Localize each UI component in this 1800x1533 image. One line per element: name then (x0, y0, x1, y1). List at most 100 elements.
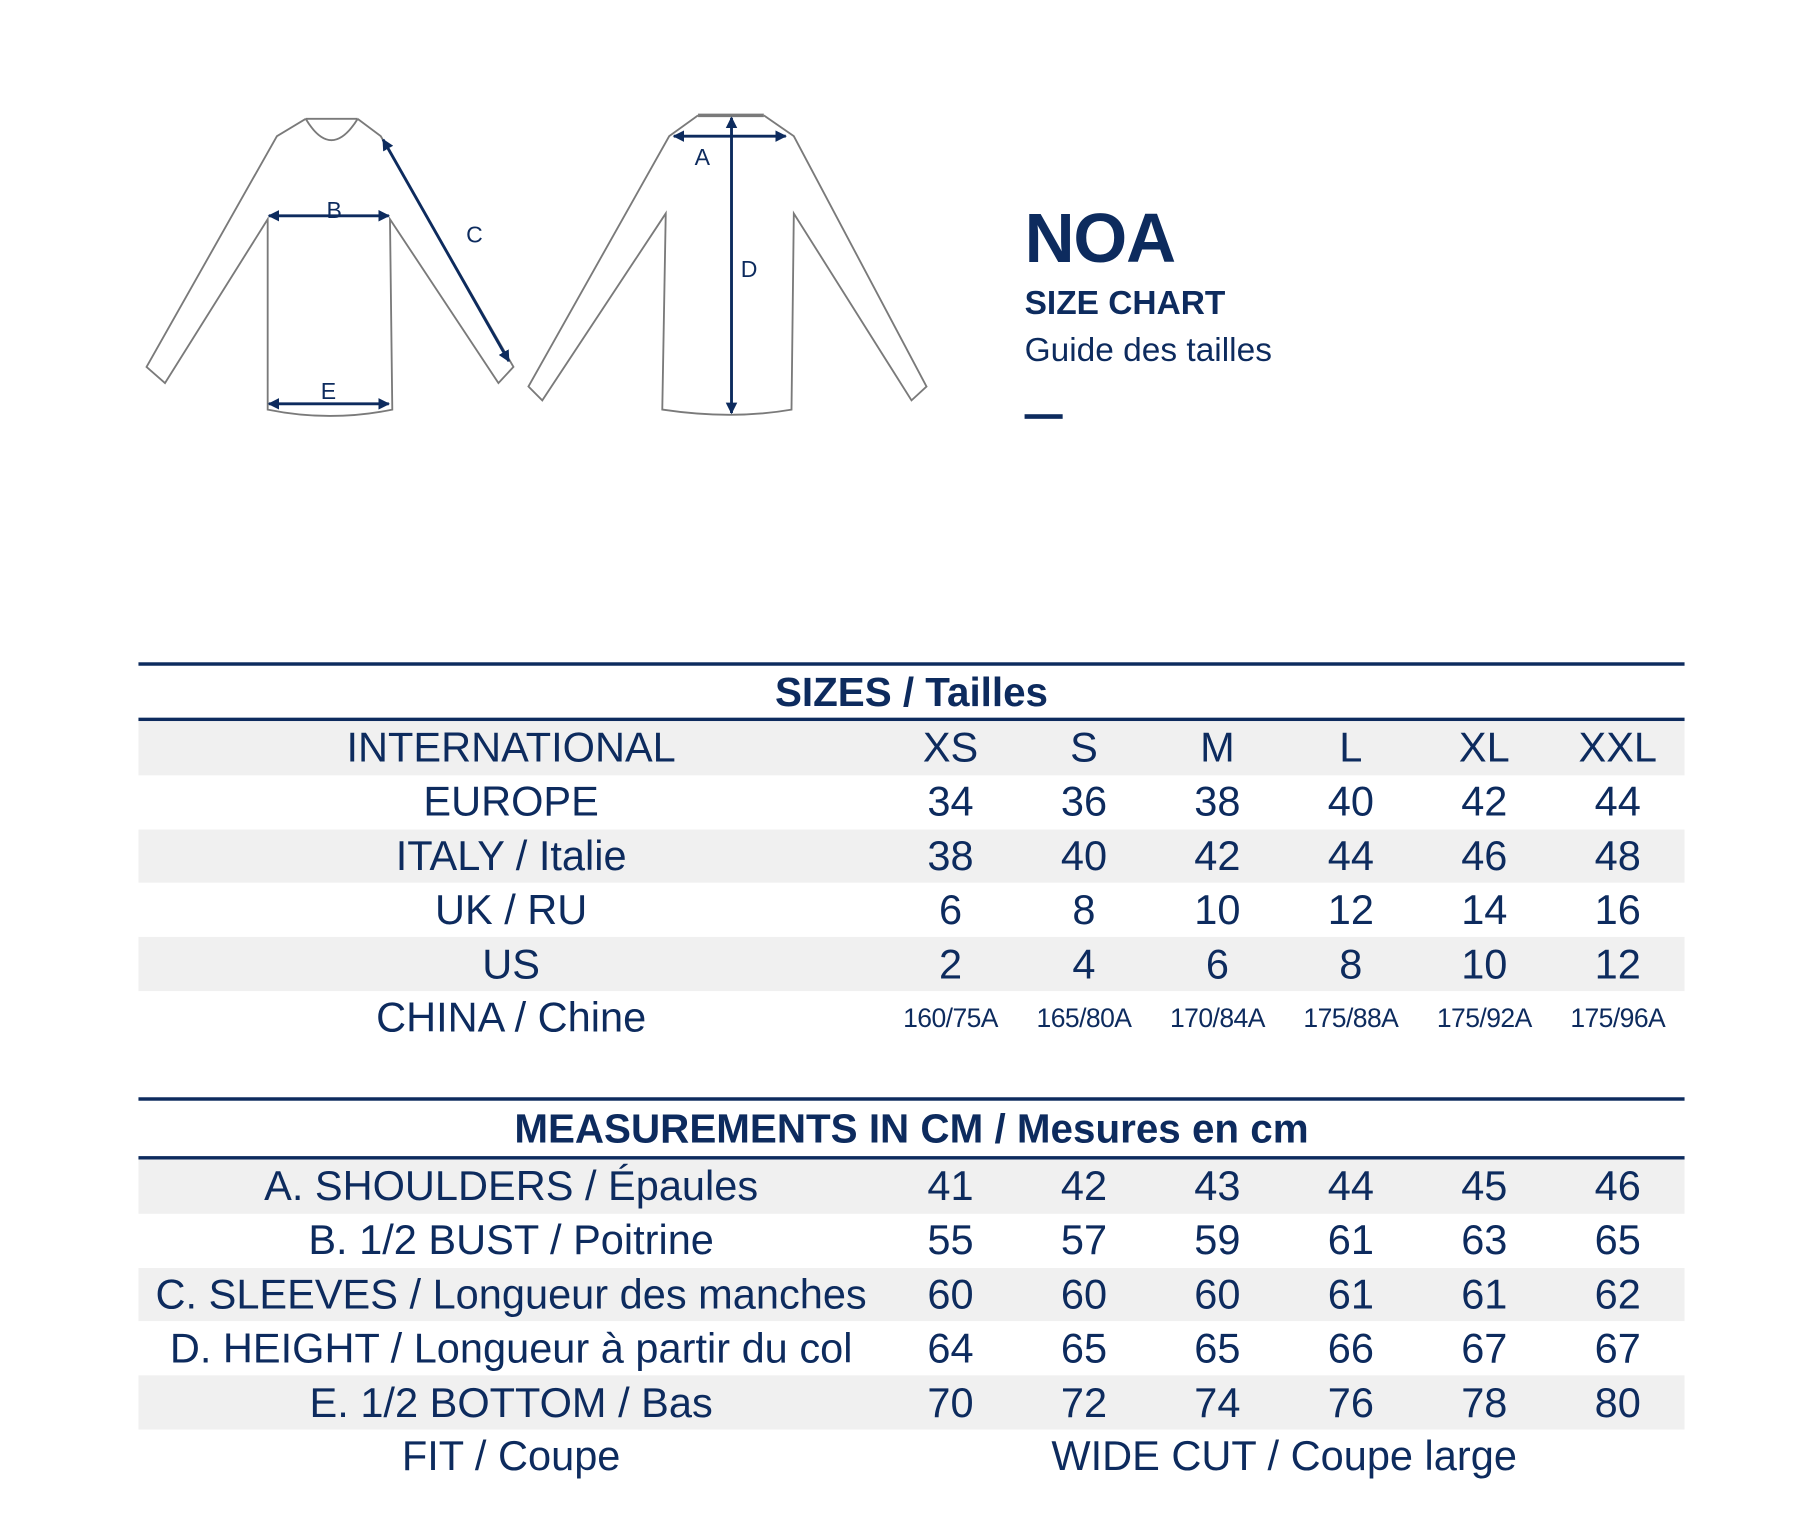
cell-value: 60 (927, 1270, 974, 1318)
measurements-table: A. SHOULDERS / Épaules 41 42 43 44 45 46 B. 1/2… (138, 1159, 1685, 1484)
cell-value: L (1339, 723, 1363, 772)
label-e: E (321, 378, 336, 404)
cell-value: 38 (927, 831, 974, 880)
cell-value: 57 (1060, 1216, 1108, 1264)
cell-value: 12 (1327, 885, 1374, 934)
cell-value: 165/80A (1036, 1002, 1132, 1033)
label-d: D (741, 256, 758, 282)
cell-value: 16 (1594, 885, 1641, 934)
cell-value: 44 (1327, 1162, 1374, 1210)
cell-value: 42 (1194, 831, 1241, 880)
row-label: E. 1/2 BOTTOM / Bas (309, 1378, 713, 1426)
cell-value: 42 (1461, 777, 1508, 826)
cell-value: 61 (1461, 1270, 1508, 1318)
garment-diagram: A D B C E (145, 113, 928, 417)
product-title: NOA (1024, 199, 1177, 277)
cell-value: 70 (927, 1378, 974, 1426)
divider (138, 1097, 1685, 1101)
row-label: A. SHOULDERS / Épaules (264, 1162, 759, 1210)
cell-value: 10 (1194, 885, 1241, 934)
table-row: E. 1/2 BOTTOM / Bas 70 72 74 76 78 80 (138, 1375, 1685, 1430)
cell-value: 72 (1060, 1378, 1108, 1426)
sizes-table: INTERNATIONAL XS S M L XL XXL EUROPE 34 36 38 40 42 4… (138, 721, 1685, 1045)
cell-value: 66 (1327, 1324, 1374, 1372)
divider (138, 1156, 1685, 1160)
cell-value: 65 (1194, 1324, 1241, 1372)
measure-c-arrow (381, 138, 511, 363)
cell-value: 175/92A (1436, 1002, 1532, 1033)
cell-value: 45 (1461, 1162, 1508, 1210)
divider (138, 717, 1685, 722)
cell-value: 8 (1072, 885, 1096, 934)
table-row: CHINA / Chine 160/75A 165/80A 170/84A 175/88… (138, 991, 1684, 1045)
row-label: C. SLEEVES / Longueur des manches (155, 1270, 867, 1318)
fit-row: FIT / Coupe WIDE CUT / Coupe large (138, 1430, 1684, 1484)
cell-value: 61 (1327, 1216, 1374, 1264)
row-label: D. HEIGHT / Longueur à partir du col (169, 1324, 853, 1372)
cell-value: 175/88A (1303, 1002, 1399, 1033)
cell-value: 61 (1327, 1270, 1374, 1318)
cell-value: 44 (1594, 777, 1641, 826)
cell-value: 10 (1461, 939, 1508, 988)
back-shirt-icon (527, 113, 928, 416)
table-row: US 2 4 6 8 10 12 (138, 937, 1685, 992)
cell-value: 65 (1060, 1324, 1108, 1372)
sizes-title: SIZES / Tailles (774, 670, 1049, 716)
label-c: C (466, 221, 483, 247)
cell-value: 2 (938, 939, 963, 988)
divider (138, 662, 1685, 666)
table-row: A. SHOULDERS / Épaules 41 42 43 44 45 46 (138, 1159, 1685, 1214)
table-row: B. 1/2 BUST / Poitrine 55 57 59 61 63 65 (138, 1214, 1684, 1268)
size-chart-heading: SIZE CHART (1024, 284, 1226, 322)
cell-value: 12 (1594, 939, 1641, 988)
table-row: UK / RU 6 8 10 12 14 16 (138, 883, 1684, 937)
cell-value: XXL (1578, 723, 1658, 772)
cell-value: 38 (1194, 777, 1241, 826)
cell-value: 46 (1461, 831, 1508, 880)
fit-value: WIDE CUT / Coupe large (1051, 1432, 1517, 1480)
cell-value: 59 (1194, 1216, 1241, 1264)
label-a: A (695, 144, 711, 170)
cell-value: 60 (1060, 1270, 1108, 1318)
cell-value: 6 (938, 885, 963, 934)
cell-value: 40 (1060, 831, 1108, 880)
table-row: EUROPE 34 36 38 40 42 44 (138, 775, 1684, 829)
table-row: ITALY / Italie 38 40 42 44 46 48 (138, 829, 1685, 884)
cell-value: 6 (1205, 939, 1229, 988)
fit-label: FIT / Coupe (401, 1432, 621, 1480)
cell-value: 42 (1060, 1162, 1108, 1210)
row-label: B. 1/2 BUST / Poitrine (308, 1216, 714, 1264)
cell-value: 14 (1461, 885, 1508, 934)
cell-value: XS (922, 723, 979, 772)
label-b: B (327, 197, 342, 223)
cell-value: 175/96A (1570, 1002, 1666, 1033)
cell-value: 78 (1461, 1378, 1508, 1426)
cell-value: 64 (927, 1324, 974, 1372)
cell-value: 80 (1594, 1378, 1641, 1426)
row-label: ITALY / Italie (395, 831, 627, 880)
cell-value: 65 (1594, 1216, 1641, 1264)
cell-value: 40 (1327, 777, 1374, 826)
cell-value: 160/75A (903, 1002, 998, 1033)
cell-value: 67 (1461, 1324, 1508, 1372)
cell-value: 44 (1327, 831, 1374, 880)
measurements-title: MEASUREMENTS IN CM / Mesures en cm (514, 1106, 1309, 1152)
cell-value: 48 (1594, 831, 1641, 880)
table-row: C. SLEEVES / Longueur des manches 60 60 60 6… (138, 1267, 1685, 1322)
front-shirt-icon (145, 117, 515, 417)
cell-value: 67 (1594, 1324, 1641, 1372)
table-row: INTERNATIONAL XS S M L XL XXL (138, 721, 1685, 776)
cell-value: S (1070, 723, 1098, 772)
cell-value: 55 (927, 1216, 974, 1264)
row-label: EUROPE (423, 777, 599, 826)
cell-value: 34 (927, 777, 974, 826)
row-label: INTERNATIONAL (346, 723, 676, 772)
cell-value: 62 (1594, 1270, 1641, 1318)
row-label: UK / RU (434, 885, 588, 934)
cell-value: 60 (1194, 1270, 1241, 1318)
cell-value: 41 (927, 1162, 974, 1210)
divider-dash (1024, 414, 1063, 419)
cell-value: 8 (1339, 939, 1363, 988)
cell-value: 63 (1461, 1216, 1508, 1264)
